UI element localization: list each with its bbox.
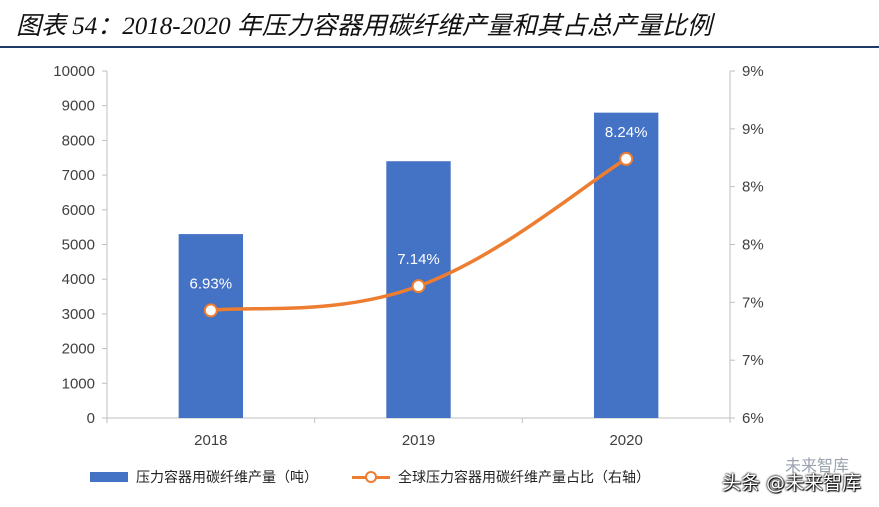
left-tick-label: 9000 xyxy=(62,98,95,115)
line-point xyxy=(203,303,218,318)
left-tick-label: 2000 xyxy=(62,341,95,358)
x-tick-label: 2019 xyxy=(402,432,435,449)
line-data-label: 7.14% xyxy=(397,251,440,268)
data-labels: 6.93% 7.14% 8.24% xyxy=(190,124,648,293)
right-tick-label: 7% xyxy=(742,352,764,369)
legend-item-bar: 压力容器用碳纤维产量（吨） xyxy=(90,467,318,487)
left-tick-label: 3000 xyxy=(62,306,95,323)
right-tick-label: 9% xyxy=(742,63,764,80)
legend-line-label: 全球压力容器用碳纤维产量占比（右轴） xyxy=(398,470,650,486)
right-tick-label: 9% xyxy=(742,121,764,138)
legend-item-line: 全球压力容器用碳纤维产量占比（右轴） xyxy=(352,467,650,487)
right-tick-label: 6% xyxy=(742,410,764,427)
left-tick-label: 0 xyxy=(87,410,95,427)
title-bar: 图表 54：2018-2020 年压力容器用碳纤维产量和其占总产量比例 xyxy=(0,0,879,48)
right-tick-label: 8% xyxy=(742,237,764,254)
left-tick-label: 5000 xyxy=(62,237,95,254)
bar xyxy=(178,234,244,418)
legend-bar-label: 压力容器用碳纤维产量（吨） xyxy=(136,470,318,486)
left-tick-label: 6000 xyxy=(62,202,95,219)
line-point xyxy=(411,279,426,294)
watermark: 头条 @未来智库 xyxy=(721,472,861,494)
left-tick-label: 4000 xyxy=(62,271,95,288)
left-tick-label: 1000 xyxy=(62,375,95,392)
left-tick-label: 7000 xyxy=(62,167,95,184)
x-axis: 2018 2019 2020 xyxy=(106,418,731,449)
left-tick-label: 8000 xyxy=(62,132,95,149)
right-tick-label: 8% xyxy=(742,179,764,196)
x-tick-label: 2020 xyxy=(609,432,642,449)
line-series xyxy=(203,151,634,318)
left-tick-label: 10000 xyxy=(53,63,95,80)
right-axis: 6% 7% 7% 8% 8% 9% 9% xyxy=(730,63,764,427)
legend-bar-swatch xyxy=(90,472,128,482)
legend-line-swatch xyxy=(352,470,390,484)
chart-title: 图表 54：2018-2020 年压力容器用碳纤维产量和其占总产量比例 xyxy=(16,13,712,40)
right-tick-label: 7% xyxy=(742,294,764,311)
watermark-top: 未来智库 xyxy=(784,456,849,475)
bar-series xyxy=(178,112,659,418)
line-data-label: 6.93% xyxy=(190,275,233,292)
x-tick-label: 2018 xyxy=(194,432,227,449)
line-point xyxy=(619,151,634,166)
left-axis: 0 1000 2000 3000 4000 5000 6000 7000 8000 9000 100… xyxy=(53,63,107,427)
legend: 压力容器用碳纤维产量（吨） 全球压力容器用碳纤维产量占比（右轴） xyxy=(90,466,684,488)
line-data-label: 8.24% xyxy=(605,124,648,141)
